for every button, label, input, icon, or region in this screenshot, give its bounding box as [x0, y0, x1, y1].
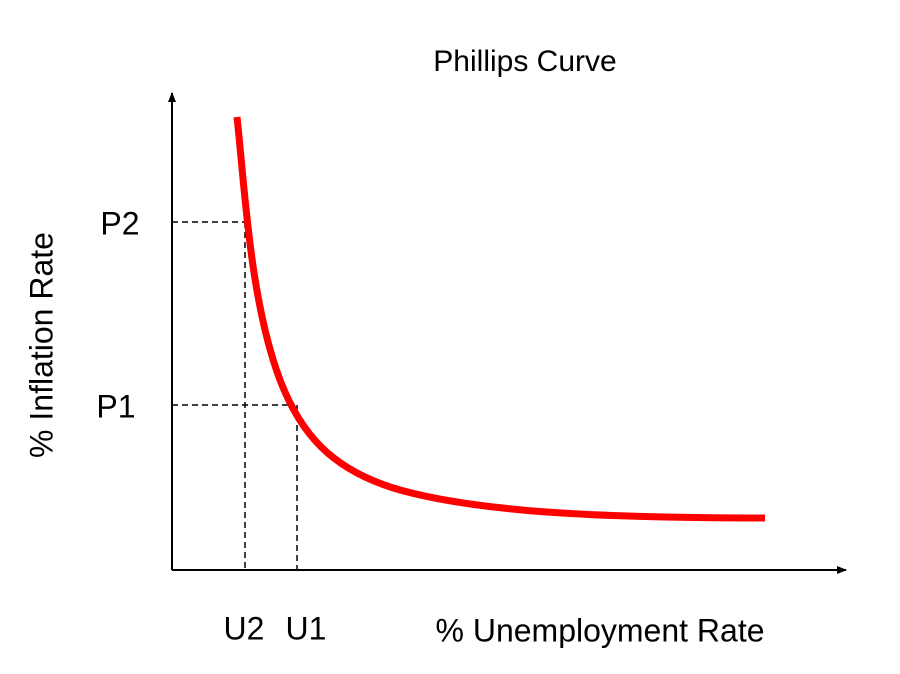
- title: Phillips Curve: [433, 45, 616, 78]
- p2-label: P2: [100, 205, 139, 241]
- x-axis-label: % Unemployment Rate: [435, 612, 764, 648]
- phillips-curve: [233, 116, 766, 522]
- guide-lines: [172, 221, 298, 570]
- y-axis-label: % Inflation Rate: [23, 232, 59, 458]
- p1-label: P1: [96, 388, 135, 424]
- u2-label: U2: [224, 610, 265, 646]
- u1-label: U1: [286, 610, 327, 646]
